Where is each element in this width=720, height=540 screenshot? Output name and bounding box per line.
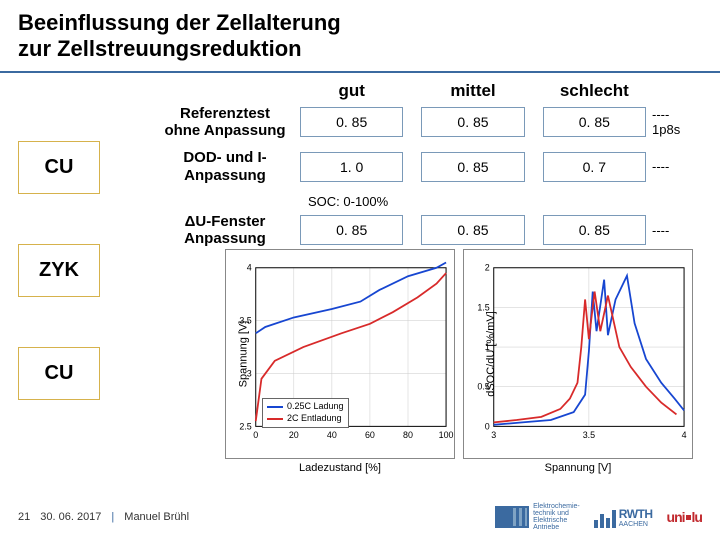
soc-note: SOC: 0-100%: [308, 194, 690, 209]
chart-legend: 0.25C Ladung 2C Entladung: [262, 398, 349, 427]
col-header-schlecht: schlecht: [543, 81, 646, 105]
col-header-mittel: mittel: [421, 81, 524, 105]
title-line-1: Beeinflussung der Zellalterung: [18, 10, 341, 35]
legend-swatch-icon: [267, 418, 283, 420]
row-label-dod: DOD- und I- Anpassung: [150, 149, 300, 184]
flow-box-zyk: ZYK: [18, 244, 100, 297]
svg-text:4: 4: [682, 430, 687, 440]
legend-item: 0.25C Ladung: [267, 401, 344, 413]
header-tail-spacer: [646, 81, 690, 105]
cell-value: 0. 85: [300, 107, 403, 137]
svg-text:0: 0: [253, 430, 258, 440]
flow-box-cu-2: CU: [18, 347, 100, 400]
svg-text:3.5: 3.5: [583, 430, 595, 440]
cell-value: 0. 85: [300, 215, 403, 245]
isea-subtext: Elektrochemie- technik und Elektrische A…: [533, 503, 580, 531]
title-line-2: zur Zellstreuungsreduktion: [18, 36, 302, 61]
legend-label: 0.25C Ladung: [287, 401, 344, 413]
flow-column: CU ZYK CU: [18, 141, 100, 450]
row-tail: ---- 1p8s: [646, 107, 690, 137]
legend-swatch-icon: [267, 406, 283, 408]
slide-title-block: Beeinflussung der Zellalterung zur Zells…: [0, 0, 720, 67]
row-tail: ----: [646, 159, 690, 174]
table-row: DOD- und I- Anpassung 1. 0 0. 85 0. 7 --…: [150, 149, 690, 184]
cell-value: 0. 85: [421, 152, 524, 182]
svg-text:60: 60: [365, 430, 375, 440]
svg-text:3: 3: [491, 430, 496, 440]
chart-voltage-soc: Spannung [V] Ladezustand [%] 02040608010…: [225, 249, 455, 459]
footer-separator-icon: |: [111, 511, 114, 523]
logo-rwth: RWTH AACHEN: [594, 507, 653, 528]
cell-value: 0. 85: [543, 215, 646, 245]
cell-value: 0. 85: [421, 215, 524, 245]
header-spacer: [150, 81, 300, 105]
chart-xlabel: Ladezustand [%]: [226, 462, 454, 474]
slide-footer: 21 30. 06. 2017 | Manuel Brühl Elektroch…: [0, 494, 720, 540]
title-rule: [0, 71, 720, 73]
rwth-text-block: RWTH AACHEN: [619, 507, 653, 528]
chart-svg: 33.5400.511.52: [464, 250, 692, 458]
footer-logos: Elektrochemie- technik und Elektrische A…: [495, 503, 702, 531]
chart-dsoc-du: dSOC/dU [%/mV] Spannung [V] 33.5400.511.…: [463, 249, 693, 459]
table-header-row: gut mittel schlecht: [150, 81, 690, 105]
charts-area: Spannung [V] Ladezustand [%] 02040608010…: [225, 249, 693, 459]
slide-title: Beeinflussung der Zellalterung zur Zells…: [18, 10, 702, 63]
table-row: ΔU-Fenster Anpassung 0. 85 0. 85 0. 85 -…: [150, 213, 690, 248]
cell-value: 0. 85: [543, 107, 646, 137]
chart-xlabel: Spannung [V]: [464, 462, 692, 474]
rwth-bars-icon: [594, 510, 616, 528]
col-header-gut: gut: [300, 81, 403, 105]
table-row: Referenztest ohne Anpassung 0. 85 0. 85 …: [150, 105, 690, 140]
svg-text:2.5: 2.5: [239, 421, 251, 431]
page-number: 21: [18, 511, 30, 523]
svg-text:2: 2: [485, 263, 490, 273]
footer-author: Manuel Brühl: [124, 511, 189, 523]
chart-ylabel: Spannung [V]: [237, 320, 249, 387]
svg-text:4: 4: [247, 263, 252, 273]
svg-text:100: 100: [439, 430, 454, 440]
cell-value: 1. 0: [300, 152, 403, 182]
svg-text:20: 20: [289, 430, 299, 440]
row-label-du: ΔU-Fenster Anpassung: [150, 213, 300, 248]
row-tail: ----: [646, 223, 690, 238]
footer-date: 30. 06. 2017: [40, 511, 101, 523]
unilu-dot-icon: [686, 515, 691, 520]
legend-label: 2C Entladung: [287, 413, 342, 425]
legend-item: 2C Entladung: [267, 413, 344, 425]
footer-meta: 21 30. 06. 2017 | Manuel Brühl: [18, 511, 189, 523]
cell-value: 0. 7: [543, 152, 646, 182]
svg-text:40: 40: [327, 430, 337, 440]
logo-unilu: unilu: [667, 509, 702, 525]
row-label-referenz: Referenztest ohne Anpassung: [150, 105, 300, 140]
isea-mark-icon: [495, 506, 529, 528]
svg-text:80: 80: [403, 430, 413, 440]
results-table: gut mittel schlecht Referenztest ohne An…: [150, 81, 690, 258]
logo-isea: Elektrochemie- technik und Elektrische A…: [495, 503, 580, 531]
chart-ylabel: dSOC/dU [%/mV]: [485, 311, 497, 397]
cell-value: 0. 85: [421, 107, 524, 137]
content-area: CU ZYK CU gut mittel schlecht Referenzte…: [0, 81, 720, 481]
svg-text:0: 0: [485, 421, 490, 431]
flow-box-cu-1: CU: [18, 141, 100, 194]
